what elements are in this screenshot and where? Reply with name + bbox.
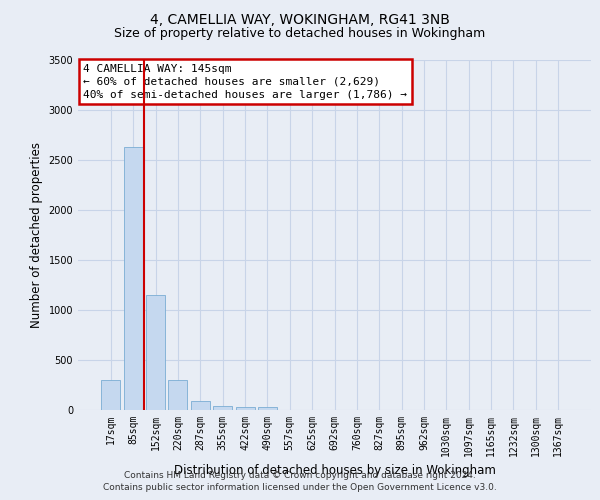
Bar xyxy=(258,407,277,410)
Bar xyxy=(124,147,143,410)
Bar xyxy=(191,401,210,410)
X-axis label: Distribution of detached houses by size in Wokingham: Distribution of detached houses by size … xyxy=(173,464,496,477)
Bar xyxy=(101,380,121,410)
Bar xyxy=(213,406,232,410)
Text: 4 CAMELLIA WAY: 145sqm
← 60% of detached houses are smaller (2,629)
40% of semi-: 4 CAMELLIA WAY: 145sqm ← 60% of detached… xyxy=(83,64,407,100)
Bar xyxy=(236,406,254,410)
Text: Contains HM Land Registry data © Crown copyright and database right 2024.
Contai: Contains HM Land Registry data © Crown c… xyxy=(103,471,497,492)
Bar xyxy=(146,295,165,410)
Text: Size of property relative to detached houses in Wokingham: Size of property relative to detached ho… xyxy=(115,28,485,40)
Y-axis label: Number of detached properties: Number of detached properties xyxy=(30,142,43,328)
Text: 4, CAMELLIA WAY, WOKINGHAM, RG41 3NB: 4, CAMELLIA WAY, WOKINGHAM, RG41 3NB xyxy=(150,12,450,26)
Bar xyxy=(169,380,187,410)
